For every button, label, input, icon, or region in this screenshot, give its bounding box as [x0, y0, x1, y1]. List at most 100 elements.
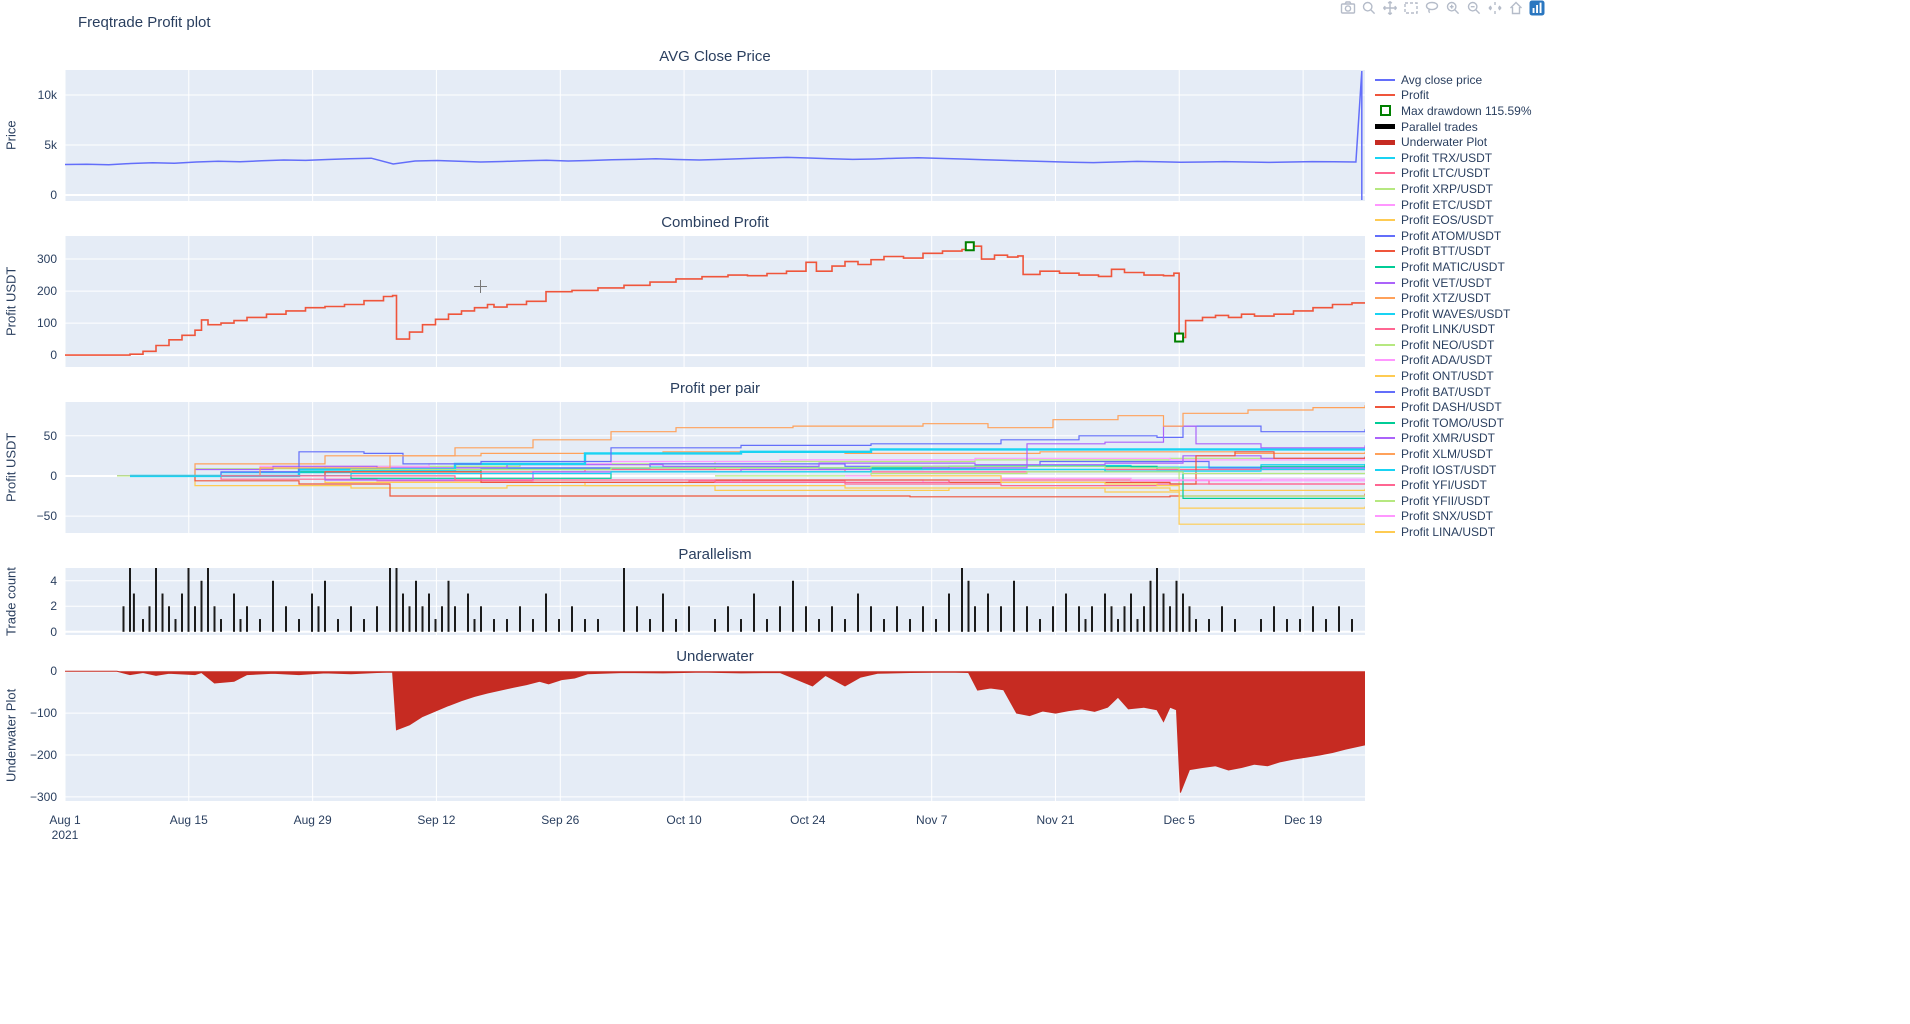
legend-item[interactable]: Profit MATIC/USDT: [1375, 259, 1545, 275]
legend-item[interactable]: Profit LTC/USDT: [1375, 166, 1545, 182]
trade-count-bar: [1013, 580, 1015, 632]
box-select-button[interactable]: [1401, 0, 1420, 16]
trade-count-bar: [987, 593, 989, 632]
zoom-button[interactable]: [1359, 0, 1378, 16]
legend-item[interactable]: Profit NEO/USDT: [1375, 337, 1545, 353]
legend-item[interactable]: Profit: [1375, 88, 1545, 104]
autoscale-button[interactable]: [1485, 0, 1504, 16]
legend-item[interactable]: Profit TOMO/USDT: [1375, 415, 1545, 431]
zoom-out-button[interactable]: [1464, 0, 1483, 16]
legend-label: Profit ADA/USDT: [1401, 353, 1493, 368]
legend-label: Profit VET/USDT: [1401, 275, 1492, 290]
plot-area[interactable]: [65, 402, 1365, 533]
trade-count-bar: [1221, 606, 1223, 632]
pan-button[interactable]: [1380, 0, 1399, 16]
legend-label: Profit XLM/USDT: [1401, 447, 1494, 462]
y-tick-label: 0: [50, 188, 57, 202]
legend-item[interactable]: Profit XMR/USDT: [1375, 431, 1545, 447]
subplot-title: Underwater: [676, 648, 754, 665]
legend-label: Profit TOMO/USDT: [1401, 415, 1504, 430]
legend-item[interactable]: Profit DASH/USDT: [1375, 399, 1545, 415]
legend-item[interactable]: Parallel trades: [1375, 119, 1545, 135]
legend-label: Profit BAT/USDT: [1401, 384, 1491, 399]
legend-label: Profit IOST/USDT: [1401, 462, 1497, 477]
profit-bat-usdt-line: [130, 425, 1365, 477]
x-tick-label: Oct 10: [666, 813, 702, 827]
x-tick-label: Sep 26: [541, 813, 580, 827]
legend-item[interactable]: Profit BAT/USDT: [1375, 384, 1545, 400]
trade-count-bar: [675, 619, 677, 632]
camera-icon: [1340, 1, 1355, 14]
trade-count-bar: [473, 619, 476, 632]
legend-swatch-icon: [1375, 468, 1395, 471]
profit-btt-usdt-line: [130, 475, 1365, 498]
legend-item[interactable]: Profit XRP/USDT: [1375, 181, 1545, 197]
legend-item[interactable]: Profit ETC/USDT: [1375, 197, 1545, 213]
subplot-title: Parallelism: [678, 546, 752, 563]
trade-count-bar: [233, 593, 235, 632]
legend-item[interactable]: Profit YFI/USDT: [1375, 477, 1545, 493]
figure-title: Freqtrade Profit plot: [78, 14, 211, 31]
legend-label: Avg close price: [1401, 72, 1483, 87]
subplot-title: Combined Profit: [661, 214, 769, 231]
legend-item[interactable]: Profit TRX/USDT: [1375, 150, 1545, 166]
legend-item[interactable]: Profit XTZ/USDT: [1375, 290, 1545, 306]
legend-label: Max drawdown 115.59%: [1401, 103, 1532, 118]
trade-count-bar: [493, 619, 495, 632]
plot-area[interactable]: [65, 236, 1365, 367]
plot-area[interactable]: [65, 568, 1365, 635]
legend-swatch-icon: [1375, 499, 1395, 502]
trade-count-bar: [337, 619, 339, 632]
legend-swatch-icon: [1375, 421, 1395, 424]
legend-item[interactable]: Profit EOS/USDT: [1375, 212, 1545, 228]
trade-count-bar: [1325, 619, 1327, 632]
plots-column: AVG Close Price Price 0 5k 10k Combined Profi…: [0, 44, 1375, 846]
trade-count-bar: [1260, 619, 1262, 632]
legend-item[interactable]: Profit BTT/USDT: [1375, 244, 1545, 260]
legend-label: Profit SNX/USDT: [1401, 509, 1494, 524]
legend-item[interactable]: Max drawdown 115.59%: [1375, 103, 1545, 119]
legend-item[interactable]: Profit LINA/USDT: [1375, 524, 1545, 540]
trade-count-bar: [857, 593, 859, 632]
legend-label: Profit: [1401, 88, 1430, 103]
y-tick-label: 2: [50, 599, 57, 614]
trade-count-bar: [1286, 619, 1288, 632]
trade-count-bar: [174, 619, 177, 632]
subplot-title: AVG Close Price: [659, 48, 771, 65]
trade-count-bar: [148, 606, 151, 632]
plotly-logo-button[interactable]: [1527, 0, 1546, 16]
plot-area[interactable]: [65, 670, 1365, 801]
lasso-select-button[interactable]: [1422, 0, 1441, 16]
trade-count-bar: [395, 568, 398, 632]
legend-item[interactable]: Profit ADA/USDT: [1375, 353, 1545, 369]
zoom-in-button[interactable]: [1443, 0, 1462, 16]
legend-item[interactable]: Avg close price: [1375, 72, 1545, 88]
legend-item[interactable]: Underwater Plot: [1375, 134, 1545, 150]
legend-item[interactable]: Profit ATOM/USDT: [1375, 228, 1545, 244]
legend-item[interactable]: Profit IOST/USDT: [1375, 462, 1545, 478]
legend-item[interactable]: Profit WAVES/USDT: [1375, 306, 1545, 322]
plot-area[interactable]: [65, 70, 1365, 201]
legend-swatch-icon: [1375, 265, 1395, 268]
reset-axes-button[interactable]: [1506, 0, 1525, 16]
trade-count-bar: [753, 593, 755, 632]
legend-item[interactable]: Profit YFII/USDT: [1375, 493, 1545, 509]
legend-item[interactable]: Profit LINK/USDT: [1375, 322, 1545, 338]
trade-count-bar: [1052, 606, 1054, 632]
trade-count-bar: [883, 619, 885, 632]
legend-item[interactable]: Profit XLM/USDT: [1375, 446, 1545, 462]
legend-item[interactable]: Profit VET/USDT: [1375, 275, 1545, 291]
download-png-button[interactable]: [1338, 0, 1357, 16]
legend-label: Profit YFII/USDT: [1401, 493, 1491, 508]
legend-item[interactable]: Profit ONT/USDT: [1375, 368, 1545, 384]
legend-swatch-icon: [1375, 124, 1395, 130]
trade-count-bar: [1299, 619, 1301, 632]
y-axis-title: Underwater Plot: [3, 688, 19, 783]
trade-count-bar: [363, 619, 365, 632]
legend-item[interactable]: Profit SNX/USDT: [1375, 509, 1545, 525]
legend-swatch-icon: [1375, 139, 1395, 145]
y-tick-label: 300: [36, 252, 57, 267]
legend-label: Profit EOS/USDT: [1401, 213, 1494, 228]
profit-xlm-usdt-line: [130, 405, 1365, 477]
legend-label: Profit NEO/USDT: [1401, 337, 1495, 352]
